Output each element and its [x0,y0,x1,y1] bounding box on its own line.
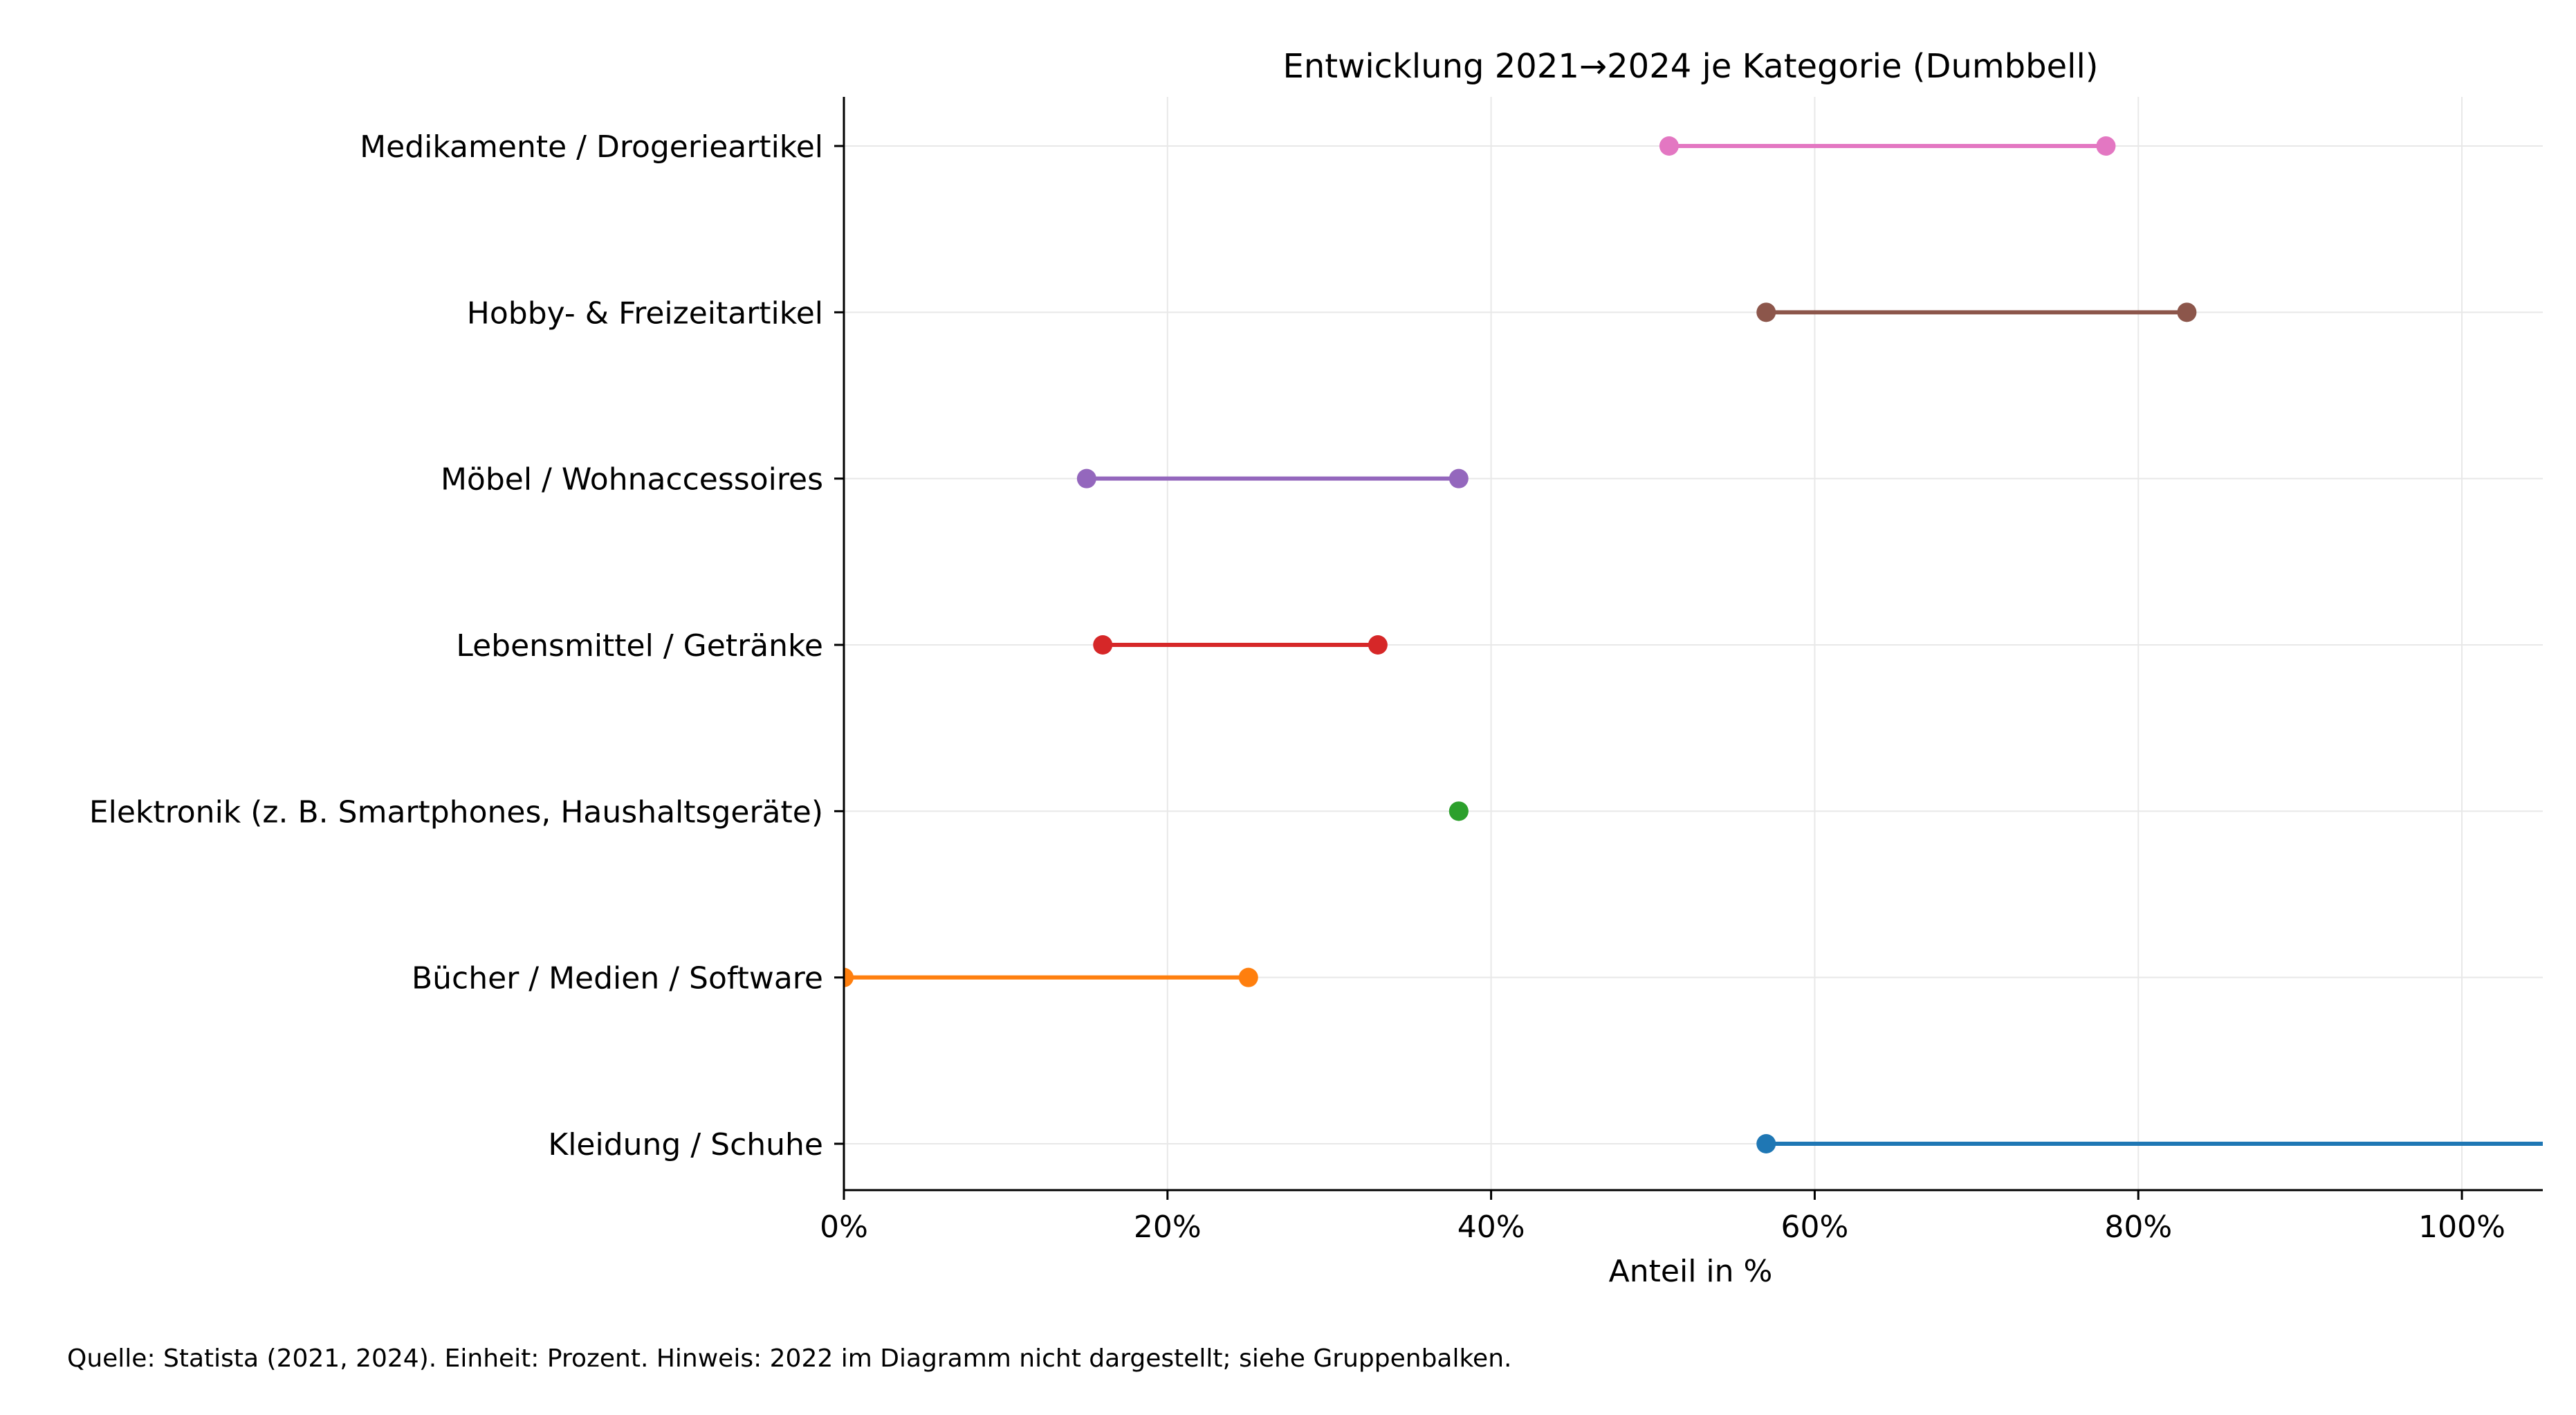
dumbbell-point-2024 [1448,468,1469,489]
labels: 0% 20% 40% 60% 80% 100% Kleidung / Schuhe Büche… [89,129,2505,1245]
footnote: Quelle: Statista (2021, 2024). Einheit: … [67,1344,1511,1373]
dumbbell-point-2024 [1368,635,1388,655]
dumbbell-point-2021 [1756,302,1776,322]
data-layer [844,136,2543,1153]
x-tick-label: 80% [2104,1209,2172,1245]
x-tick-label: 100% [2418,1209,2505,1245]
x-tick-label: 0% [820,1209,868,1245]
dumbbell-point-2024 [1448,801,1469,821]
y-tick-label: Kleidung / Schuhe [548,1127,823,1162]
dumbbell-point-2024 [2096,136,2116,156]
x-tick-label: 20% [1134,1209,1202,1245]
dumbbell-point-2024 [2177,302,2197,322]
y-tick-label: Hobby- & Freizeitartikel [467,295,823,331]
y-tick-label: Bücher / Medien / Software [412,961,823,996]
y-tick-label: Medikamente / Drogerieartikel [360,129,823,165]
axes [834,97,2543,1200]
x-tick-label: 40% [1457,1209,1525,1245]
y-tick-label: Elektronik (z. B. Smartphones, Haushalts… [89,794,823,830]
dumbbell-point-2021 [1756,1134,1776,1153]
chart-title: Entwicklung 2021→2024 je Kategorie (Dumb… [1283,47,2099,86]
dumbbell-point-2021 [1093,635,1113,655]
x-axis-label: Anteil in % [1609,1254,1773,1289]
x-tick-label: 60% [1781,1209,1849,1245]
dumbbell-point-2021 [1076,468,1096,489]
y-tick-label: Lebensmittel / Getränke [456,628,823,664]
dumbbell-point-2024 [1238,967,1258,987]
dumbbell-point-2021 [1659,136,1679,156]
y-tick-label: Möbel / Wohnaccessoires [441,462,823,497]
dumbbell-point-2021 [844,967,854,987]
